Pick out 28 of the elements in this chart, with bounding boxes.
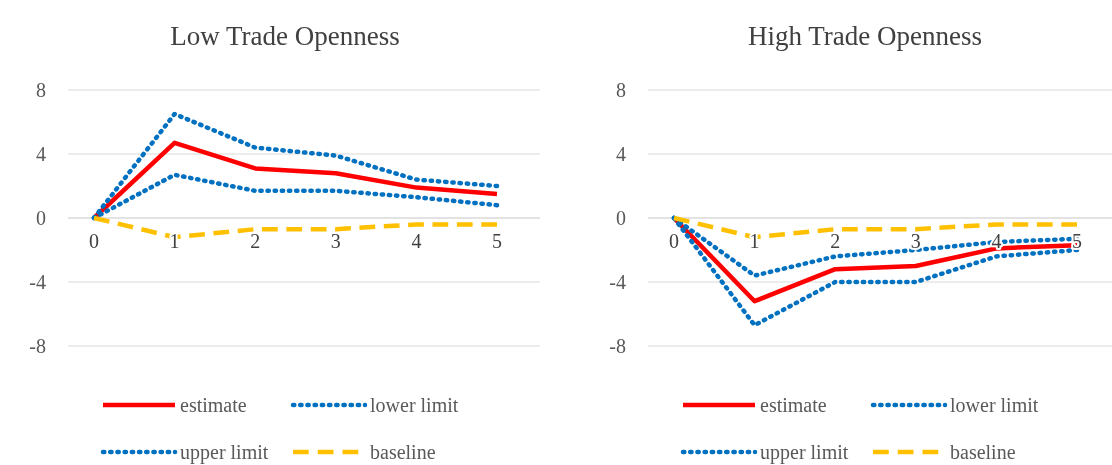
x-tick-label: 3 — [910, 230, 921, 252]
legend-label: upper limit — [760, 441, 849, 464]
y-tick-label: -4 — [609, 271, 626, 293]
legend-label: estimate — [760, 394, 827, 416]
y-tick-label: 4 — [616, 143, 626, 165]
x-tick-label: 4 — [411, 230, 422, 252]
x-tick-label: 0 — [669, 230, 679, 252]
legend-label: upper limit — [180, 441, 269, 464]
x-tick-label: 0 — [89, 230, 99, 252]
chart-title: High Trade Openness — [748, 21, 982, 51]
x-tick-label: 2 — [830, 230, 841, 252]
y-tick-label: 0 — [36, 207, 46, 229]
x-tick-label: 2 — [250, 230, 261, 252]
y-tick-label: 0 — [616, 207, 626, 229]
legend-label: lower limit — [370, 394, 459, 416]
y-tick-label: -8 — [609, 335, 626, 357]
legend-label: baseline — [370, 441, 436, 463]
y-tick-label: 8 — [616, 79, 626, 101]
legend-label: estimate — [180, 394, 247, 416]
y-tick-label: 8 — [36, 79, 46, 101]
chart-title: Low Trade Openness — [170, 21, 400, 51]
y-tick-label: -8 — [29, 335, 46, 357]
y-tick-label: 4 — [36, 143, 46, 165]
y-tick-label: -4 — [29, 271, 46, 293]
legend-label: baseline — [950, 441, 1016, 463]
x-tick-label: 3 — [330, 230, 341, 252]
x-tick-label: 5 — [492, 230, 502, 252]
legend-label: lower limit — [950, 394, 1039, 416]
